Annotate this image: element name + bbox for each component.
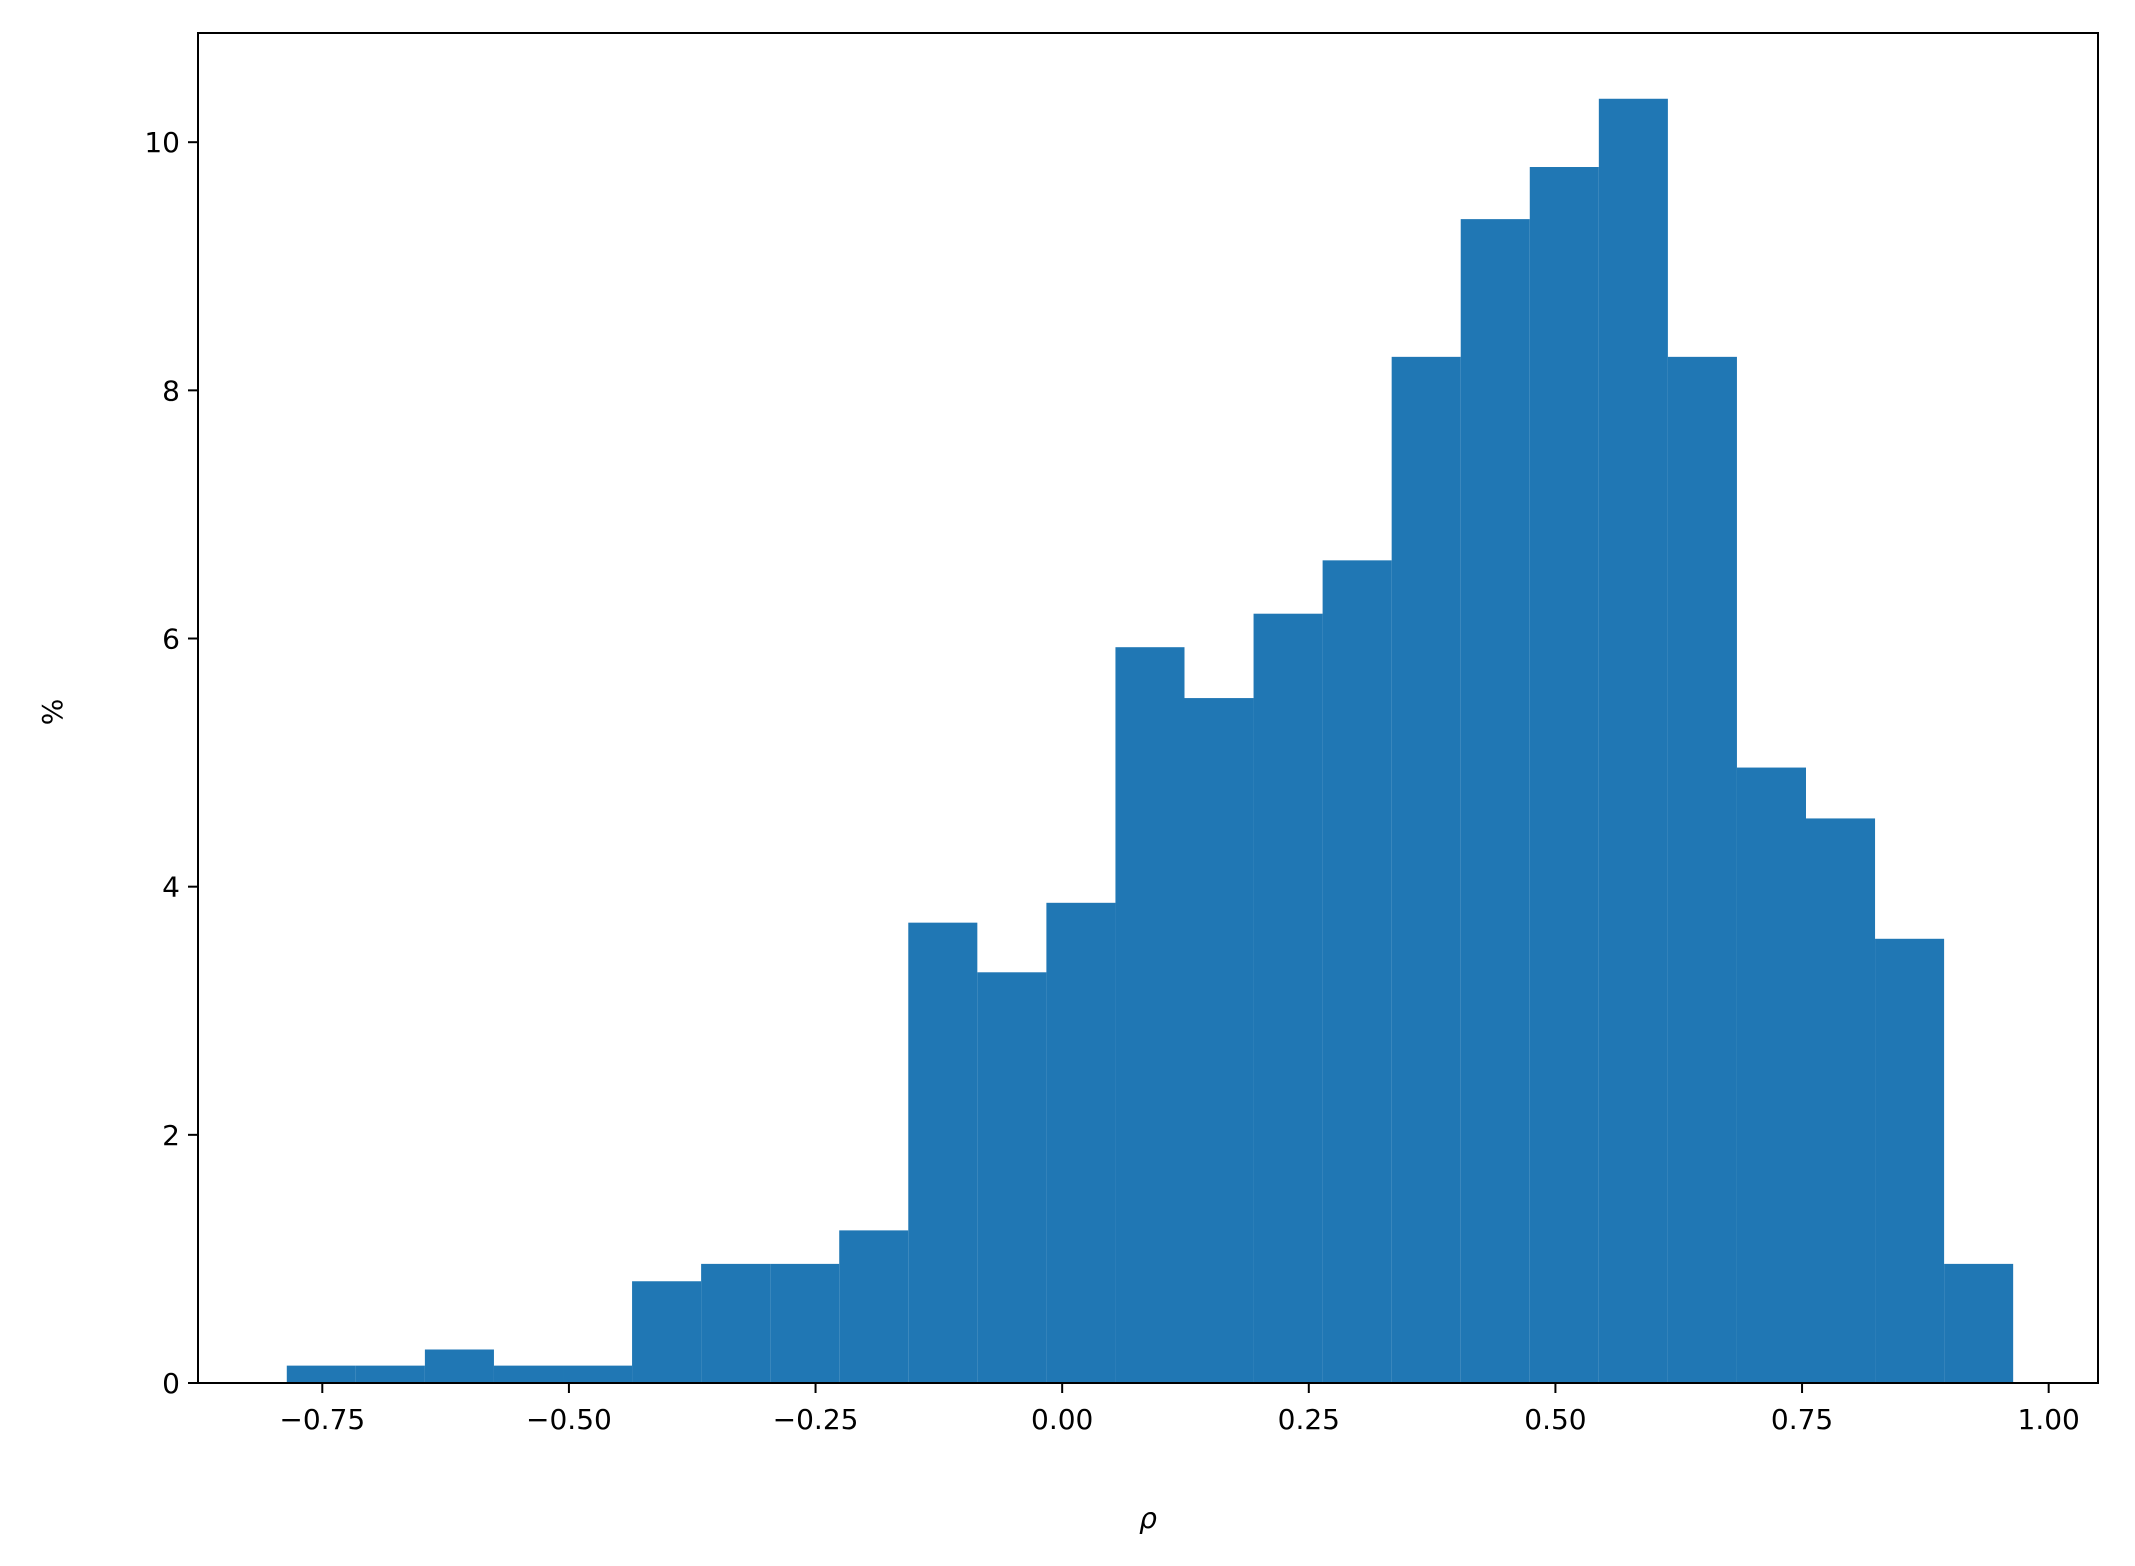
bar xyxy=(355,1365,425,1383)
bar xyxy=(977,972,1047,1383)
bar xyxy=(701,1263,771,1383)
bar xyxy=(1944,1263,2014,1383)
bar xyxy=(1460,219,1530,1383)
bar xyxy=(1115,647,1185,1383)
x-tick-label: −0.25 xyxy=(773,1403,859,1436)
axes-frame xyxy=(197,32,2099,1384)
y-tick-label: 2 xyxy=(162,1119,180,1152)
bar xyxy=(1875,938,1945,1383)
x-tick-label: −0.50 xyxy=(526,1403,612,1436)
bar xyxy=(770,1263,840,1383)
bar xyxy=(1322,560,1392,1383)
x-tick-label: 1.00 xyxy=(2018,1403,2080,1436)
x-axis-label: ρ xyxy=(1139,1502,1157,1535)
y-axis-label: % xyxy=(36,699,69,726)
x-tick-label: 0.00 xyxy=(1031,1403,1093,1436)
x-tick-label: 0.75 xyxy=(1771,1403,1833,1436)
x-tick-label: 0.50 xyxy=(1524,1403,1586,1436)
bar xyxy=(424,1349,494,1383)
bar xyxy=(286,1365,356,1383)
bar xyxy=(1253,613,1323,1383)
y-tick-label: 6 xyxy=(162,623,180,656)
y-tick-label: 0 xyxy=(162,1367,180,1400)
bar xyxy=(1667,356,1737,1384)
bar xyxy=(632,1281,702,1383)
y-tick-label: 8 xyxy=(162,374,180,407)
x-tick-label: 0.25 xyxy=(1278,1403,1340,1436)
bar xyxy=(1736,767,1806,1383)
bar xyxy=(1391,356,1461,1384)
bar xyxy=(1805,818,1876,1383)
y-tick-label: 4 xyxy=(162,871,180,904)
y-tick-label: 10 xyxy=(144,126,180,159)
bar xyxy=(908,922,978,1383)
bar xyxy=(1184,698,1254,1383)
bar xyxy=(839,1230,909,1383)
bar xyxy=(493,1365,564,1383)
bar xyxy=(563,1365,633,1383)
bar xyxy=(1529,167,1599,1384)
bar xyxy=(1598,98,1668,1384)
bar xyxy=(1046,902,1116,1383)
x-tick-label: −0.75 xyxy=(279,1403,365,1436)
